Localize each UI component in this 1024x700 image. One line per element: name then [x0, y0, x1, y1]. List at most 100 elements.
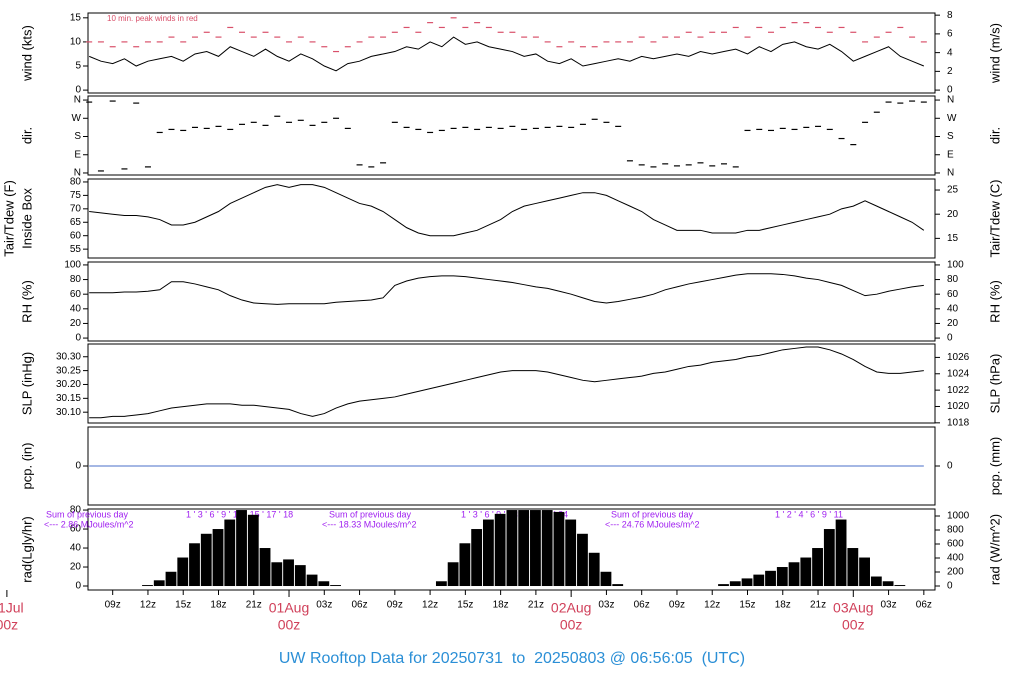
y2-tick-label: 0	[947, 581, 953, 592]
x-tick-label: 21z	[810, 600, 826, 611]
y-tick-label: 5	[75, 61, 81, 72]
y-tick-label: 40	[70, 303, 82, 314]
y-tick-label: 75	[70, 190, 82, 201]
y-axis-title: wind (kts)	[19, 25, 34, 82]
series-line	[89, 273, 924, 305]
x-tick-label: 09z	[105, 600, 121, 611]
y-tick-label: 0	[75, 85, 81, 96]
bar	[259, 548, 271, 587]
note-title: Sum of previous day	[611, 509, 694, 519]
y-tick-label: 0	[75, 461, 81, 472]
y-tick-label: 100	[64, 260, 81, 271]
panel-frame	[87, 178, 936, 259]
y-tick-label: 0	[75, 333, 81, 344]
y-axis-title: dir.	[19, 127, 34, 144]
day-label: 31Jul	[0, 600, 24, 616]
y-tick-label: 60	[70, 230, 82, 241]
x-tick-label: 12z	[140, 600, 156, 611]
y-tick-label: 30.15	[56, 393, 81, 404]
bar	[212, 529, 224, 587]
series-line	[89, 184, 925, 237]
note-title: Sum of previous day	[329, 509, 412, 519]
y2-tick-label: 40	[947, 303, 959, 314]
bar	[471, 529, 483, 587]
bar	[506, 510, 518, 587]
x-tick-label: 12z	[704, 600, 720, 611]
y-tick-label: 60	[70, 289, 82, 300]
bar	[718, 584, 729, 587]
panel-frame	[87, 508, 936, 591]
y2-tick-label: 100	[947, 260, 964, 271]
panel-frame	[87, 343, 936, 424]
y-tick-label: 60	[70, 524, 82, 535]
y2-axis-title: Tair/Tdew (C)	[987, 179, 1002, 257]
bar	[823, 529, 835, 587]
y2-tick-label: 1018	[947, 417, 970, 428]
bar	[588, 552, 600, 587]
y2-tick-label: 0	[947, 85, 953, 96]
y2-tick-label: 600	[947, 539, 964, 550]
y-tick-label: 30.30	[56, 351, 81, 362]
series-line	[89, 346, 924, 419]
y2-tick-label: 80	[947, 274, 959, 285]
annotation: 10 min. peak winds in red	[107, 14, 198, 23]
y2-tick-label: 20	[947, 318, 959, 329]
x-tick-label: 06z	[634, 600, 650, 611]
bar	[541, 510, 553, 587]
bar	[283, 559, 294, 587]
x-tick-label: 03z	[316, 600, 332, 611]
bar	[177, 557, 189, 587]
bar	[153, 580, 165, 587]
y-axis-title: Tair/Tdew (F)	[1, 180, 16, 257]
bar	[459, 543, 471, 587]
y-tick-label: 80	[70, 274, 82, 285]
x-tick-label: 09z	[387, 600, 403, 611]
bar	[577, 533, 588, 587]
y2-axis-title: pcp. (mm)	[987, 437, 1002, 496]
y2-axis-title: rad (W/m^2)	[987, 514, 1002, 585]
y2-axis-title: wind (m/s)	[987, 23, 1002, 84]
bar	[224, 519, 236, 587]
bar	[271, 562, 283, 587]
y2-tick-label: 200	[947, 567, 964, 578]
day-hour-label: 00z	[0, 617, 18, 633]
x-tick-label: 03z	[598, 600, 614, 611]
bar	[812, 548, 823, 587]
bar	[753, 574, 765, 587]
note-hours: 1 ' 2 ' 4 ' 6 ' 9 ' 11	[775, 509, 843, 519]
bar	[847, 548, 859, 587]
bar	[565, 519, 577, 587]
bar	[200, 533, 212, 587]
y-axis-title: RH (%)	[19, 280, 34, 323]
y-tick-label: 30.25	[56, 365, 81, 376]
y-tick-label: 10	[70, 37, 82, 48]
y-tick-label: W	[72, 113, 82, 124]
bar	[788, 562, 800, 587]
bar	[294, 565, 306, 587]
y2-axis-title: dir.	[987, 127, 1002, 144]
y-tick-label: 80	[70, 505, 82, 516]
bar	[894, 585, 906, 587]
bar	[306, 574, 318, 587]
y-tick-label: 20	[70, 562, 82, 573]
bar	[318, 581, 330, 587]
y2-tick-label: 1026	[947, 352, 970, 363]
y2-tick-label: 0	[947, 333, 953, 344]
bar	[882, 581, 894, 587]
bar	[859, 557, 870, 587]
x-tick-label: 03z	[881, 600, 897, 611]
bar	[530, 510, 541, 587]
y2-tick-label: 4	[947, 47, 953, 58]
y2-tick-label: 25	[947, 185, 959, 196]
x-tick-label: 06z	[351, 600, 367, 611]
day-label: 01Aug	[269, 600, 309, 616]
panel-frame	[87, 12, 936, 94]
bar	[600, 571, 612, 587]
y-axis-title: rad(Lgly/hr)	[19, 516, 34, 582]
y-tick-label: S	[74, 131, 81, 142]
y-tick-label: 20	[70, 318, 82, 329]
y2-tick-label: 2	[947, 66, 953, 77]
y2-tick-label: 8	[947, 10, 953, 21]
y2-tick-label: W	[947, 113, 957, 124]
